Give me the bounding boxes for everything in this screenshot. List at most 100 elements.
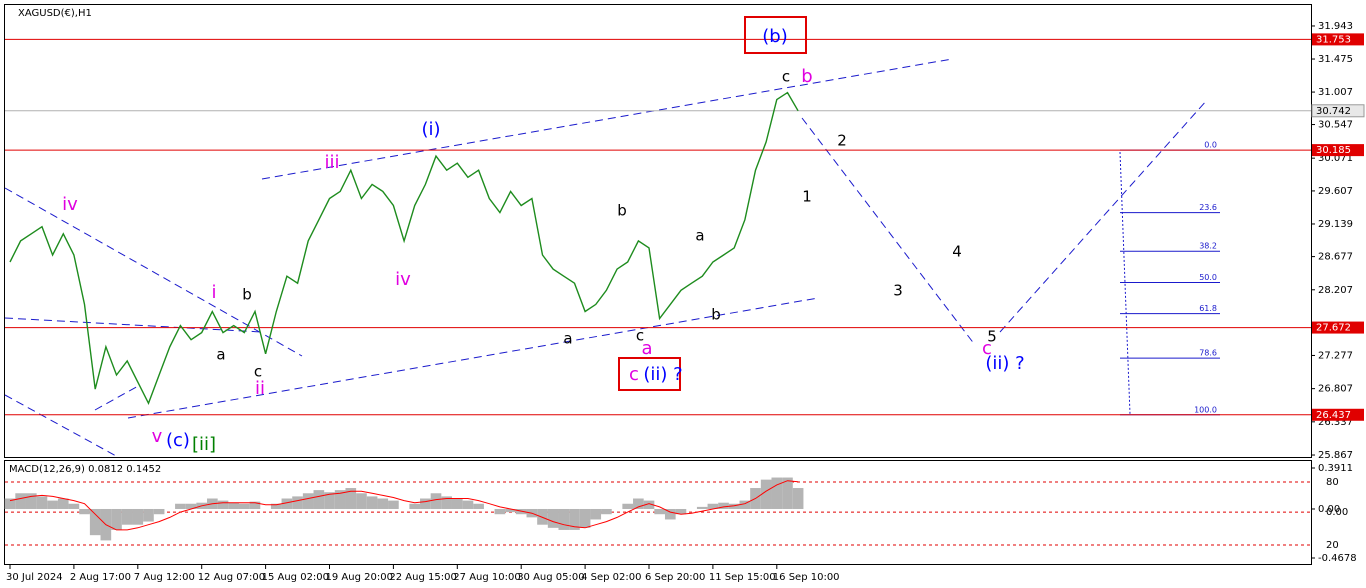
macd-bar <box>388 500 399 509</box>
macd-bar <box>590 508 602 520</box>
wave-label: iii <box>324 152 339 173</box>
fib-label: 100.0 <box>1194 405 1217 414</box>
x-tick-label: 4 Sep 02:00 <box>581 572 641 583</box>
y-tick-label: -0.4678 <box>1318 553 1357 564</box>
macd-bar <box>25 493 37 509</box>
horizontal-line-label: 31.753 <box>1316 34 1351 45</box>
label-box <box>618 357 681 391</box>
wave-label: iv <box>62 194 78 215</box>
macd-bar <box>111 508 122 530</box>
macd-bar <box>238 503 250 509</box>
macd-bar <box>675 508 687 515</box>
wave-label: v <box>152 426 163 447</box>
wave-label: c <box>982 338 992 359</box>
wave-label: b <box>711 306 721 324</box>
trendline <box>4 187 303 357</box>
macd-bar <box>441 496 452 509</box>
macd-bar <box>217 500 229 509</box>
wave-label: 4 <box>952 243 962 261</box>
trendline <box>4 394 119 458</box>
macd-bar <box>782 477 793 509</box>
macd-bar <box>249 501 261 509</box>
trendline <box>261 58 953 180</box>
macd-bar <box>696 506 708 509</box>
macd-bar <box>633 498 644 509</box>
fib-label: 0.0 <box>1204 141 1217 150</box>
x-tick-label: 2 Aug 17:00 <box>70 572 131 583</box>
macd-bar <box>569 508 580 530</box>
chart-title: XAGUSD(€),H1 <box>18 8 92 19</box>
x-tick-label: 30 Jul 2024 <box>6 572 63 583</box>
macd-bar <box>345 488 357 509</box>
macd-bar <box>494 508 506 515</box>
macd-bar <box>377 498 389 509</box>
macd-bar <box>739 500 751 509</box>
wave-label: c <box>782 68 790 86</box>
level-label: 20 <box>1326 540 1339 551</box>
wave-label: (ii) ? <box>643 364 682 385</box>
macd-bar <box>771 477 783 509</box>
macd-bar <box>366 496 378 509</box>
macd-bar <box>175 503 186 509</box>
macd-bar <box>121 508 133 525</box>
wave-label: iv <box>395 269 411 290</box>
trendlines <box>4 58 1208 458</box>
y-tick-label: 29.139 <box>1318 219 1353 230</box>
wave-label: b <box>617 202 627 220</box>
macd-bar <box>547 508 559 528</box>
macd-bar <box>79 508 90 515</box>
y-tick-label: 29.607 <box>1318 186 1353 197</box>
wave-label: b <box>801 66 812 87</box>
y-tick-label: 30.547 <box>1318 120 1353 131</box>
y-tick-label: 0.00 <box>1318 504 1340 515</box>
y-tick-label: 26.807 <box>1318 384 1353 395</box>
wave-label: c <box>254 363 262 381</box>
wave-label: 1 <box>802 188 812 206</box>
macd-bar <box>324 492 335 509</box>
trendline <box>94 384 141 411</box>
macd-bar <box>654 508 665 515</box>
label-box <box>744 16 807 54</box>
price-box <box>1311 104 1365 118</box>
price-box <box>1312 33 1364 46</box>
wave-label: (i) <box>421 119 440 140</box>
price-box <box>1312 321 1364 334</box>
wave-label: (b) <box>762 26 787 47</box>
macd-bar <box>356 493 367 509</box>
macd-bar <box>153 508 165 515</box>
fib-label: 61.8 <box>1199 304 1217 313</box>
price-pane <box>4 4 1312 458</box>
x-tick-label: 22 Aug 15:00 <box>389 572 456 583</box>
macd-bar <box>313 490 325 509</box>
wave-label: 3 <box>893 282 903 300</box>
x-tick-label: 15 Aug 02:00 <box>262 572 329 583</box>
wave-label: c <box>636 327 644 345</box>
current-price-label: 30.742 <box>1316 106 1351 117</box>
macd-title: MACD(12,26,9) 0.0812 0.1452 <box>9 464 161 475</box>
macd-bar <box>451 498 463 509</box>
y-tick-label: 27.277 <box>1318 350 1353 361</box>
wave-label: (c) <box>166 430 190 451</box>
macd-bar <box>228 502 239 509</box>
y-tick-label: 26.337 <box>1318 417 1353 428</box>
macd-bar <box>643 500 655 509</box>
horizontal-line-label: 30.185 <box>1316 145 1351 156</box>
macd-bar <box>664 508 676 520</box>
macd-bar <box>302 493 314 509</box>
macd-bar <box>430 493 442 509</box>
macd-bar <box>462 500 474 509</box>
macd-bar <box>792 488 804 509</box>
y-tick-label: 31.475 <box>1318 54 1353 65</box>
price-box <box>1312 408 1364 421</box>
wave-label: 2 <box>837 132 847 150</box>
macd-bar <box>707 503 719 509</box>
price-line <box>9 91 799 406</box>
macd-bar <box>420 498 431 509</box>
macd-bar <box>143 508 154 522</box>
macd-bar <box>334 490 346 509</box>
macd-bar <box>760 479 772 509</box>
projection <box>999 99 1208 333</box>
macd-bar <box>15 493 26 509</box>
macd-bar <box>558 508 570 530</box>
